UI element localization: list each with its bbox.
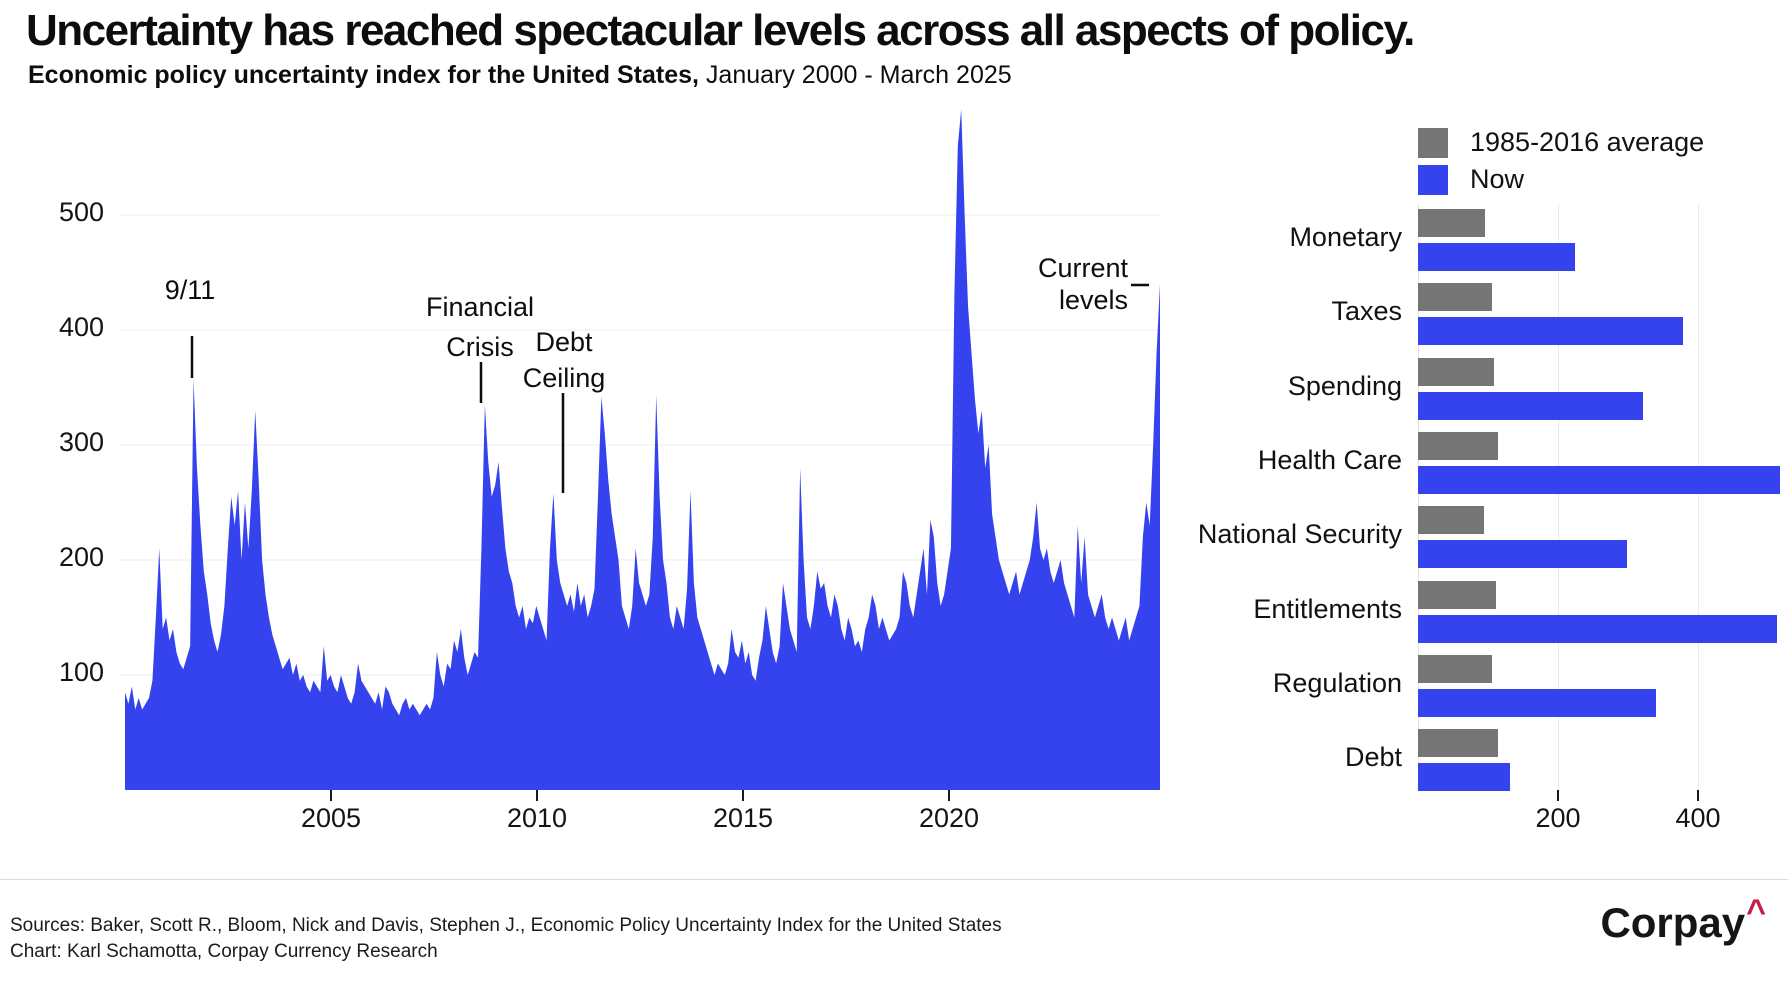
bar-category-label-spending: Spending — [1287, 371, 1402, 401]
y-tick-label-200: 200 — [58, 542, 104, 572]
bar-category-label-taxes: Taxes — [1331, 296, 1402, 326]
bar-now-health-care — [1418, 466, 1780, 494]
bar-average-entitlements — [1418, 581, 1496, 609]
y-tick-label-400: 400 — [58, 312, 104, 342]
x-tick-label-2020: 2020 — [918, 803, 980, 833]
corpay-caret-icon: ^ — [1746, 893, 1766, 931]
bar-average-monetary — [1418, 209, 1485, 237]
bar-category-label-health-care: Health Care — [1257, 445, 1402, 475]
subtitle-bold-part: Economic policy uncertainty index for th… — [28, 61, 699, 89]
bar-now-spending — [1418, 392, 1644, 420]
corpay-logo: Corpay^ — [1600, 893, 1766, 947]
bar-now-regulation — [1418, 689, 1656, 717]
bar-tick-label-400: 400 — [1675, 803, 1721, 833]
bar-category-label-monetary: Monetary — [1289, 222, 1402, 252]
x-tick-label-2010: 2010 — [506, 803, 568, 833]
bar-gridline-400 — [1698, 204, 1699, 790]
sources-line: Sources: Baker, Scott R., Bloom, Nick an… — [10, 915, 1002, 936]
subtitle-period: January 2000 - March 2025 — [698, 61, 1012, 89]
annotation-label-current-levels: Current levels — [1037, 253, 1128, 315]
bar-now-taxes — [1418, 317, 1684, 345]
page-title: Uncertainty has reached spectacular leve… — [26, 6, 1415, 55]
bar-tickmark-200 — [1557, 790, 1559, 801]
bar-now-national-security — [1418, 540, 1628, 568]
legend-label-average: 1985-2016 average — [1470, 127, 1705, 157]
bar-category-label-regulation: Regulation — [1272, 668, 1402, 698]
bar-category-label-entitlements: Entitlements — [1253, 594, 1402, 624]
bar-axis-left-line — [1418, 204, 1419, 790]
annotation-label-debt-ceiling: Debt Ceiling — [522, 327, 606, 393]
epu-area-series — [125, 109, 1160, 790]
bar-average-regulation — [1418, 655, 1493, 683]
bar-average-health-care — [1418, 432, 1498, 460]
bar-now-entitlements — [1418, 615, 1778, 643]
annotation-label-financial-crisis: Financial Crisis — [425, 292, 535, 362]
bar-tickmark-400 — [1697, 790, 1699, 801]
annotation-label-9-11: 9/11 — [164, 275, 216, 305]
bar-gridline-200 — [1558, 204, 1559, 790]
bar-average-national-security — [1418, 506, 1484, 534]
bar-category-label-national-security: National Security — [1197, 519, 1402, 549]
credit-line: Chart: Karl Schamotta, Corpay Currency R… — [10, 941, 438, 962]
corpay-wordmark: Corpay — [1600, 899, 1746, 946]
y-tick-label-300: 300 — [58, 427, 104, 457]
bar-average-debt — [1418, 729, 1498, 757]
bar-tick-label-200: 200 — [1535, 803, 1581, 833]
y-tick-label-100: 100 — [58, 657, 104, 687]
bar-now-debt — [1418, 763, 1510, 791]
y-tick-label-500: 500 — [58, 197, 104, 227]
bar-now-monetary — [1418, 243, 1575, 271]
bar-average-spending — [1418, 358, 1494, 386]
page-subtitle: Economic policy uncertainty index for th… — [28, 61, 1012, 90]
legend-swatch-now — [1418, 165, 1448, 195]
bar-category-label-debt: Debt — [1344, 742, 1402, 772]
bar-average-taxes — [1418, 283, 1492, 311]
legend-swatch-average — [1418, 128, 1448, 158]
x-tick-label-2005: 2005 — [300, 803, 362, 833]
legend-label-now: Now — [1470, 164, 1525, 194]
footer-divider — [0, 879, 1788, 880]
x-tick-label-2015: 2015 — [712, 803, 774, 833]
